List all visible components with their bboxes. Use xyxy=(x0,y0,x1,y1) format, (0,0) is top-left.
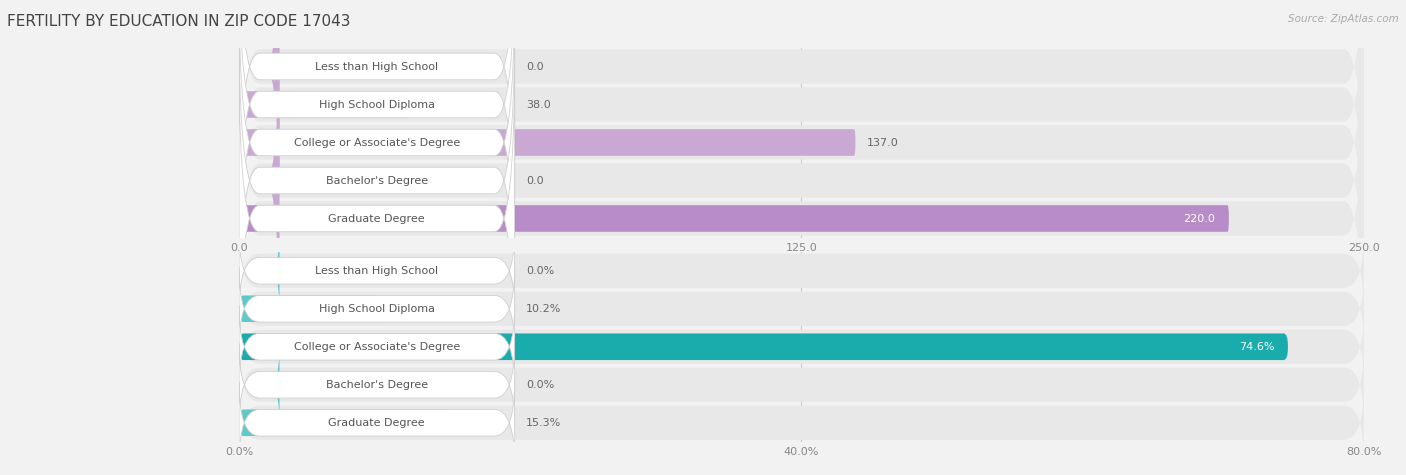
FancyBboxPatch shape xyxy=(239,61,515,376)
Text: Source: ZipAtlas.com: Source: ZipAtlas.com xyxy=(1288,14,1399,24)
Text: Graduate Degree: Graduate Degree xyxy=(329,418,425,428)
Text: High School Diploma: High School Diploma xyxy=(319,304,434,314)
FancyBboxPatch shape xyxy=(239,295,382,322)
Text: 137.0: 137.0 xyxy=(866,137,898,148)
FancyBboxPatch shape xyxy=(239,0,280,224)
FancyBboxPatch shape xyxy=(239,65,1364,372)
FancyBboxPatch shape xyxy=(239,271,1364,346)
FancyBboxPatch shape xyxy=(239,381,515,464)
FancyBboxPatch shape xyxy=(239,0,515,300)
FancyBboxPatch shape xyxy=(239,0,1364,296)
Text: 0.0%: 0.0% xyxy=(526,380,554,390)
FancyBboxPatch shape xyxy=(239,309,1364,384)
Text: 38.0: 38.0 xyxy=(526,99,551,110)
FancyBboxPatch shape xyxy=(239,205,1229,232)
FancyBboxPatch shape xyxy=(239,23,280,338)
Text: 0.0: 0.0 xyxy=(526,175,544,186)
FancyBboxPatch shape xyxy=(239,409,454,436)
Text: Less than High School: Less than High School xyxy=(315,61,439,72)
FancyBboxPatch shape xyxy=(239,129,855,156)
FancyBboxPatch shape xyxy=(239,91,411,118)
FancyBboxPatch shape xyxy=(239,343,280,426)
Text: FERTILITY BY EDUCATION IN ZIP CODE 17043: FERTILITY BY EDUCATION IN ZIP CODE 17043 xyxy=(7,14,350,29)
Text: Bachelor's Degree: Bachelor's Degree xyxy=(326,380,427,390)
FancyBboxPatch shape xyxy=(239,23,515,338)
Text: 10.2%: 10.2% xyxy=(526,304,561,314)
FancyBboxPatch shape xyxy=(239,0,515,224)
FancyBboxPatch shape xyxy=(239,333,1288,360)
FancyBboxPatch shape xyxy=(239,305,515,388)
Text: Bachelor's Degree: Bachelor's Degree xyxy=(326,175,427,186)
Text: 15.3%: 15.3% xyxy=(526,418,561,428)
FancyBboxPatch shape xyxy=(239,0,515,262)
FancyBboxPatch shape xyxy=(239,385,1364,460)
FancyBboxPatch shape xyxy=(239,233,1364,308)
Text: 0.0%: 0.0% xyxy=(526,266,554,276)
Text: College or Associate's Degree: College or Associate's Degree xyxy=(294,137,460,148)
Text: College or Associate's Degree: College or Associate's Degree xyxy=(294,342,460,352)
Text: Graduate Degree: Graduate Degree xyxy=(329,213,425,224)
FancyBboxPatch shape xyxy=(239,229,280,312)
Text: 220.0: 220.0 xyxy=(1184,213,1215,224)
Text: High School Diploma: High School Diploma xyxy=(319,99,434,110)
FancyBboxPatch shape xyxy=(239,347,1364,422)
Text: 74.6%: 74.6% xyxy=(1239,342,1274,352)
FancyBboxPatch shape xyxy=(239,343,515,426)
Text: 0.0: 0.0 xyxy=(526,61,544,72)
FancyBboxPatch shape xyxy=(239,0,1364,258)
FancyBboxPatch shape xyxy=(239,0,1364,220)
FancyBboxPatch shape xyxy=(239,229,515,312)
FancyBboxPatch shape xyxy=(239,27,1364,334)
Text: Less than High School: Less than High School xyxy=(315,266,439,276)
FancyBboxPatch shape xyxy=(239,267,515,350)
